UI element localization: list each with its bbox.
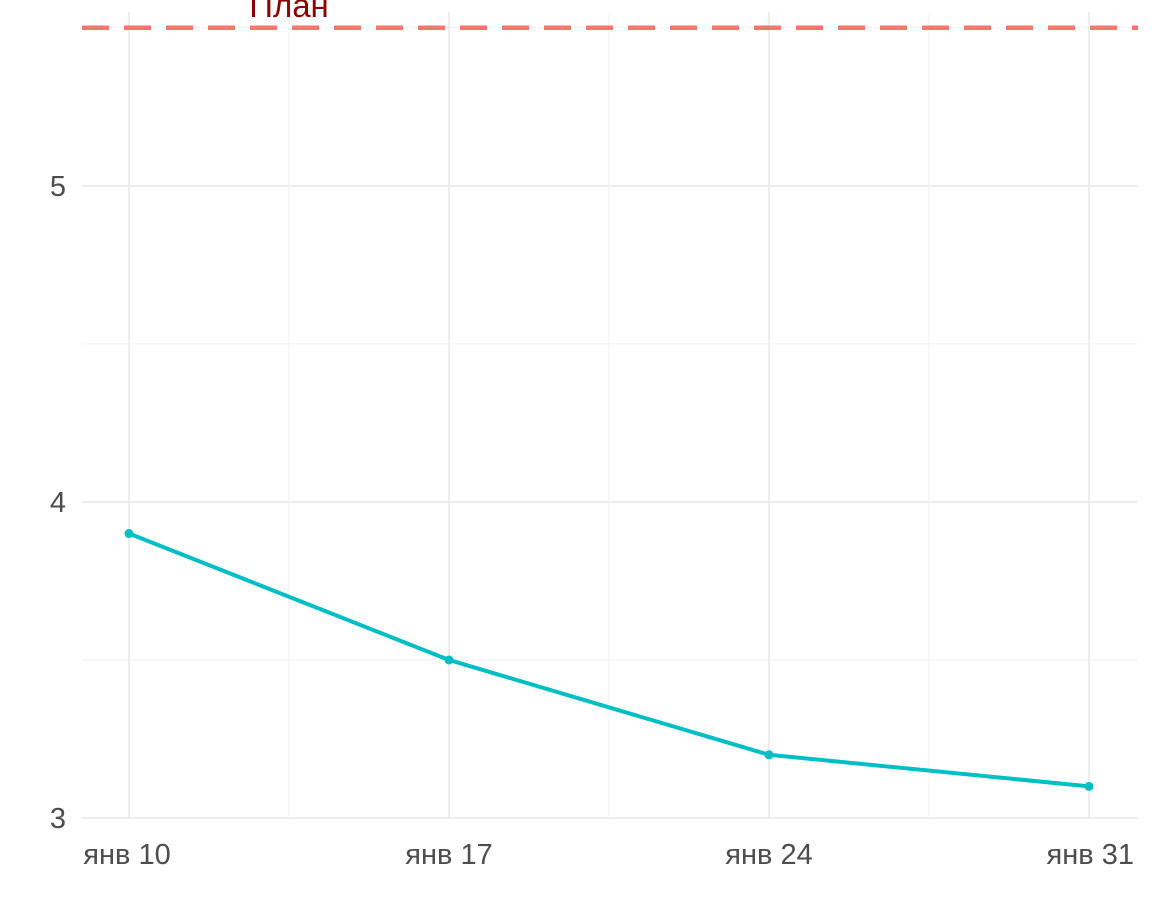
y-tick-label: 5 (50, 171, 66, 203)
plan-reference-label: План (249, 0, 329, 24)
y-tick-label: 3 (50, 803, 66, 835)
reference-line-group: План (82, 0, 1138, 31)
data-point (444, 655, 454, 665)
x-tick-label: янв 17 (405, 839, 492, 871)
y-tick-label: 4 (50, 487, 66, 519)
x-axis-tick-labels: янв 10 янв 17 янв 24 янв 31 (83, 839, 1134, 871)
data-point (1084, 781, 1094, 791)
x-tick-label: янв 10 (83, 839, 170, 871)
series-group (124, 529, 1094, 791)
series-line (127, 531, 1091, 789)
x-tick-label: янв 24 (725, 839, 812, 871)
data-point (124, 529, 134, 539)
data-point (764, 750, 774, 760)
x-tick-label: янв 31 (1047, 839, 1134, 871)
grid (82, 12, 1138, 819)
y-axis-tick-labels: 3 4 5 (50, 171, 66, 835)
